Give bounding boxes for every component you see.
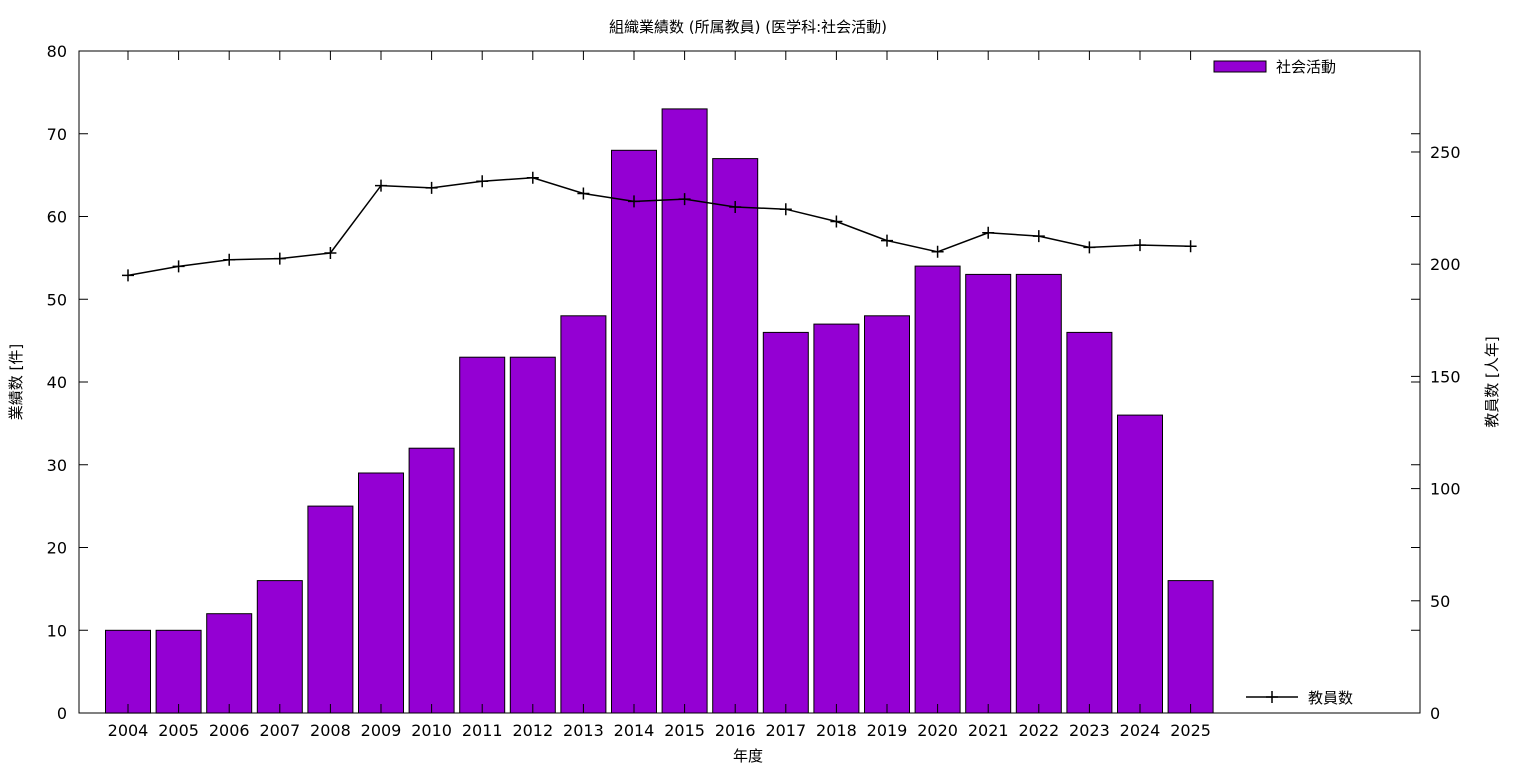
chart-title: 組織業績数 (所属教員) (医学科:社会活動) [609,18,887,36]
line-point-2019 [881,234,893,247]
line-point-2008 [324,247,337,259]
x-tick-label: 2019 [867,721,908,740]
legend-line-marker [1266,691,1278,703]
y2-tick-label: 50 [1430,592,1450,611]
x-tick-label: 2012 [512,721,553,740]
legend-bar-label: 社会活動 [1276,58,1336,76]
line-point-2017 [779,203,792,216]
line-point-2010 [425,181,438,194]
y2-tick-label: 200 [1430,255,1461,274]
x-tick-label: 2009 [361,721,402,740]
x-tick-label: 2005 [158,721,199,740]
bar-2004 [105,629,151,714]
line-point-2011 [476,175,489,188]
y2-tick-label: 250 [1430,143,1461,162]
line-point-2014 [628,195,640,208]
line-point-2024 [1134,239,1146,252]
line-path [127,177,1191,277]
y-tick-label: 30 [47,456,67,475]
bar-2020 [914,265,961,714]
line-point-2018 [830,215,843,228]
line-point-2016 [729,201,742,213]
y-tick-label: 10 [47,621,67,640]
bar-2005 [155,629,202,714]
bar-2021 [965,273,1012,714]
y-tick-label: 80 [47,42,67,61]
y-tick-label: 50 [47,290,67,309]
x-axis-label: 年度 [733,747,763,765]
line-point-2006 [223,253,236,266]
x-tick-label: 2024 [1120,721,1161,740]
y-axis-left: 0 10 20 30 40 50 60 70 80 [47,42,1420,723]
y-axis-right: 0 50 100 150 200 250 [1411,143,1461,723]
line-point-2023 [1083,241,1096,254]
bar-2013 [560,315,607,714]
bar-2023 [1066,331,1113,714]
x-tick-label: 2017 [765,721,806,740]
legend-line-label: 教員数 [1308,689,1353,707]
bar-2014 [611,149,657,714]
x-tick-label: 2007 [259,721,300,740]
bar-2022 [1015,273,1062,714]
bar-2018 [813,323,860,714]
x-tick-label: 2013 [563,721,604,740]
bar-2016 [712,158,759,714]
line-point-2012 [526,171,539,184]
x-tick-label: 2014 [614,721,655,740]
y2-axis-label: 教員数 [人年] [1483,336,1501,427]
bar-2024 [1117,414,1163,714]
bar-2010 [408,447,455,714]
x-tick-label: 2004 [108,721,149,740]
line-point-2015 [678,193,691,206]
bar-2008 [307,505,354,714]
x-tick-label: 2021 [968,721,1009,740]
line-series [122,171,1197,282]
y2-tick-label: 0 [1430,704,1440,723]
x-tick-label: 2023 [1069,721,1110,740]
x-tick-label: 2018 [816,721,857,740]
line-point-2013 [577,187,590,200]
y-tick-label: 20 [47,539,67,558]
y-tick-label: 0 [57,704,67,723]
bar-2007 [256,580,303,714]
y-tick-label: 60 [47,208,67,227]
x-tick-label: 2015 [664,721,705,740]
line-point-2005 [172,260,185,273]
bar-2017 [762,331,809,714]
line-point-2021 [982,226,995,239]
bar-2019 [864,315,910,714]
y-axis-label: 業績数 [件] [7,344,25,420]
line-point-2022 [1032,230,1045,243]
legend-bar: 社会活動 [1213,58,1336,76]
bar-2011 [459,356,506,714]
line-point-2009 [375,179,387,192]
bar-2006 [206,613,253,714]
line-point-2004 [122,269,134,282]
x-tick-label: 2016 [715,721,756,740]
x-axis: 2004 2005 2006 2007 2008 2009 2010 2011 2012 2013… [108,51,1211,740]
x-tick-label: 2006 [209,721,250,740]
y-tick-label: 70 [47,125,67,144]
line-point-2025 [1184,240,1197,253]
y-tick-label: 40 [47,373,67,392]
x-tick-label: 2022 [1018,721,1059,740]
bar-2015 [661,108,708,714]
x-tick-label: 2008 [310,721,351,740]
x-tick-label: 2025 [1170,721,1211,740]
legend-bar-swatch [1213,60,1267,73]
x-tick-label: 2011 [462,721,503,740]
y2-tick-label: 150 [1430,367,1461,386]
bar-series [105,108,1214,714]
bar-2012 [509,356,556,714]
bar-2009 [358,472,404,714]
y2-tick-label: 100 [1430,480,1461,499]
bar-2025 [1167,580,1214,714]
x-tick-label: 2020 [917,721,958,740]
x-tick-label: 2010 [411,721,452,740]
line-point-2020 [931,245,944,258]
legend-line: 教員数 [1246,689,1353,707]
line-point-2007 [273,252,286,265]
